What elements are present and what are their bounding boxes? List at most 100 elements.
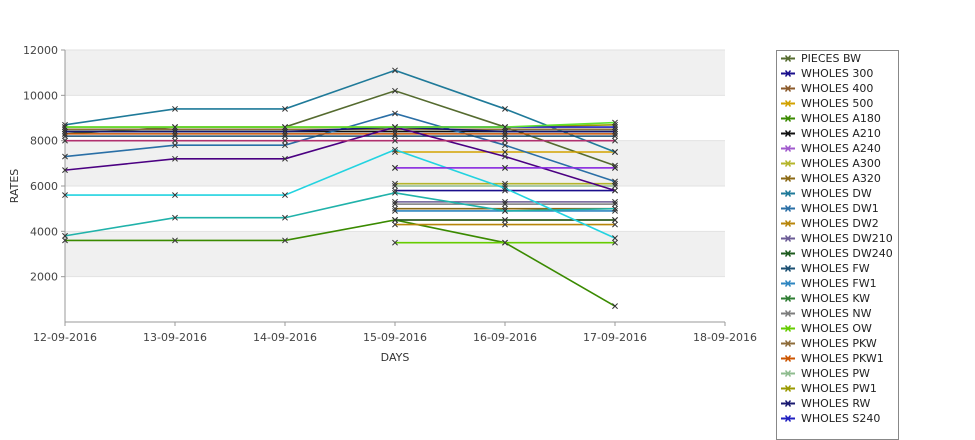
data-point [502, 207, 508, 214]
legend-label: WHOLES FW [801, 262, 870, 275]
legend-marker-icon [781, 100, 795, 107]
series-unlabeled [392, 164, 618, 171]
legend-label: WHOLES DW1 [801, 202, 879, 215]
series-unlabeled [62, 137, 618, 144]
series-unlabeled [62, 146, 618, 242]
series-wholes-nw [392, 201, 618, 208]
data-point [392, 221, 398, 228]
legend-item: WHOLES PW [777, 366, 898, 381]
x-tick-label: 15-09-2016 [363, 331, 427, 344]
data-point [172, 142, 178, 149]
legend-item: WHOLES FW1 [777, 276, 898, 291]
data-point [392, 164, 398, 171]
data-point [62, 232, 68, 239]
data-point [392, 217, 398, 223]
grid-band [65, 140, 725, 186]
series-line [65, 219, 616, 307]
series-line [65, 126, 615, 133]
x-tick-label: 14-09-2016 [253, 331, 317, 344]
legend-marker-icon [781, 265, 795, 272]
legend-label: PIECES BW [801, 52, 861, 65]
data-point [612, 239, 618, 246]
legend-label: WHOLES DW [801, 187, 872, 200]
legend-item: WHOLES A180 [777, 111, 898, 126]
legend-item: WHOLES A240 [777, 141, 898, 156]
series-wholes-ow [392, 239, 618, 246]
data-point [612, 183, 618, 189]
data-point [612, 217, 618, 223]
data-point [502, 239, 508, 246]
legend-marker-icon [781, 310, 795, 317]
legend-label: WHOLES NW [801, 307, 872, 320]
legend-label: WHOLES KW [801, 292, 871, 305]
data-point [502, 201, 508, 208]
legend-item: WHOLES DW210 [777, 231, 898, 246]
data-point [172, 192, 178, 199]
data-point [392, 137, 398, 144]
legend-label: WHOLES RW [801, 397, 871, 410]
data-point [282, 142, 288, 149]
series-line [64, 69, 616, 153]
legend-marker-icon [781, 280, 795, 287]
data-point [392, 187, 398, 194]
x-tick-label: 18-09-2016 [693, 331, 757, 344]
x-tick-label: 16-09-2016 [473, 331, 537, 344]
data-point [62, 128, 68, 135]
data-point [612, 124, 618, 131]
data-point [502, 153, 508, 160]
legend-label: WHOLES PW1 [801, 382, 877, 395]
legend-label: WHOLES PKW1 [801, 352, 884, 365]
y-tick-label: 2000 [30, 271, 58, 284]
data-point [62, 237, 68, 244]
legend-label: WHOLES DW2 [801, 217, 879, 230]
legend-item: WHOLES A300 [777, 156, 898, 171]
data-point [172, 137, 178, 144]
legend-marker-icon [781, 70, 795, 77]
legend-item: WHOLES RW [777, 396, 898, 411]
data-point [392, 67, 398, 74]
legend-marker-icon [781, 250, 795, 257]
data-point [392, 207, 398, 214]
data-point [612, 128, 618, 135]
legend-marker-icon [781, 355, 795, 362]
series-unlabeled [62, 189, 618, 239]
series-lines [62, 67, 618, 310]
data-point [392, 201, 398, 208]
legend-item: WHOLES DW [777, 186, 898, 201]
data-point [392, 183, 398, 189]
legend-item: WHOLES PKW1 [777, 351, 898, 366]
data-point [502, 164, 508, 171]
data-point [612, 201, 618, 208]
x-tick-label: 12-09-2016 [33, 331, 97, 344]
data-point [502, 142, 508, 149]
legend-label: WHOLES DW240 [801, 247, 893, 260]
chart-legend: PIECES BW WHOLES 300 WHOLES 400 WHOLES 500 W… [776, 50, 899, 440]
legend-marker-icon [781, 205, 795, 212]
data-point [62, 137, 68, 144]
data-point [502, 128, 508, 135]
legend-label: WHOLES DW210 [801, 232, 893, 245]
legend-marker-icon [781, 370, 795, 377]
series-wholes-dw [62, 67, 618, 155]
data-point [392, 124, 398, 131]
data-point [172, 124, 178, 131]
data-point [612, 187, 618, 194]
data-point [502, 185, 508, 192]
x-tick-label: 17-09-2016 [583, 331, 647, 344]
data-point [392, 110, 398, 117]
y-tick-labels: 2000 4000 6000 8000 10000 12000 [23, 44, 58, 284]
legend-label: WHOLES A210 [801, 127, 881, 140]
data-point [392, 239, 398, 246]
legend-label: WHOLES FW1 [801, 277, 877, 290]
legend-label: WHOLES A240 [801, 142, 881, 155]
y-axis-label: RATES [8, 169, 21, 204]
legend-marker-icon [781, 325, 795, 332]
legend-item: WHOLES 500 [777, 96, 898, 111]
legend-marker-icon [781, 85, 795, 92]
data-point [612, 164, 618, 171]
y-tick-label: 8000 [30, 135, 58, 148]
legend-label: WHOLES PW [801, 367, 870, 380]
data-point [62, 124, 68, 131]
data-point [502, 105, 508, 112]
data-point [612, 235, 618, 242]
